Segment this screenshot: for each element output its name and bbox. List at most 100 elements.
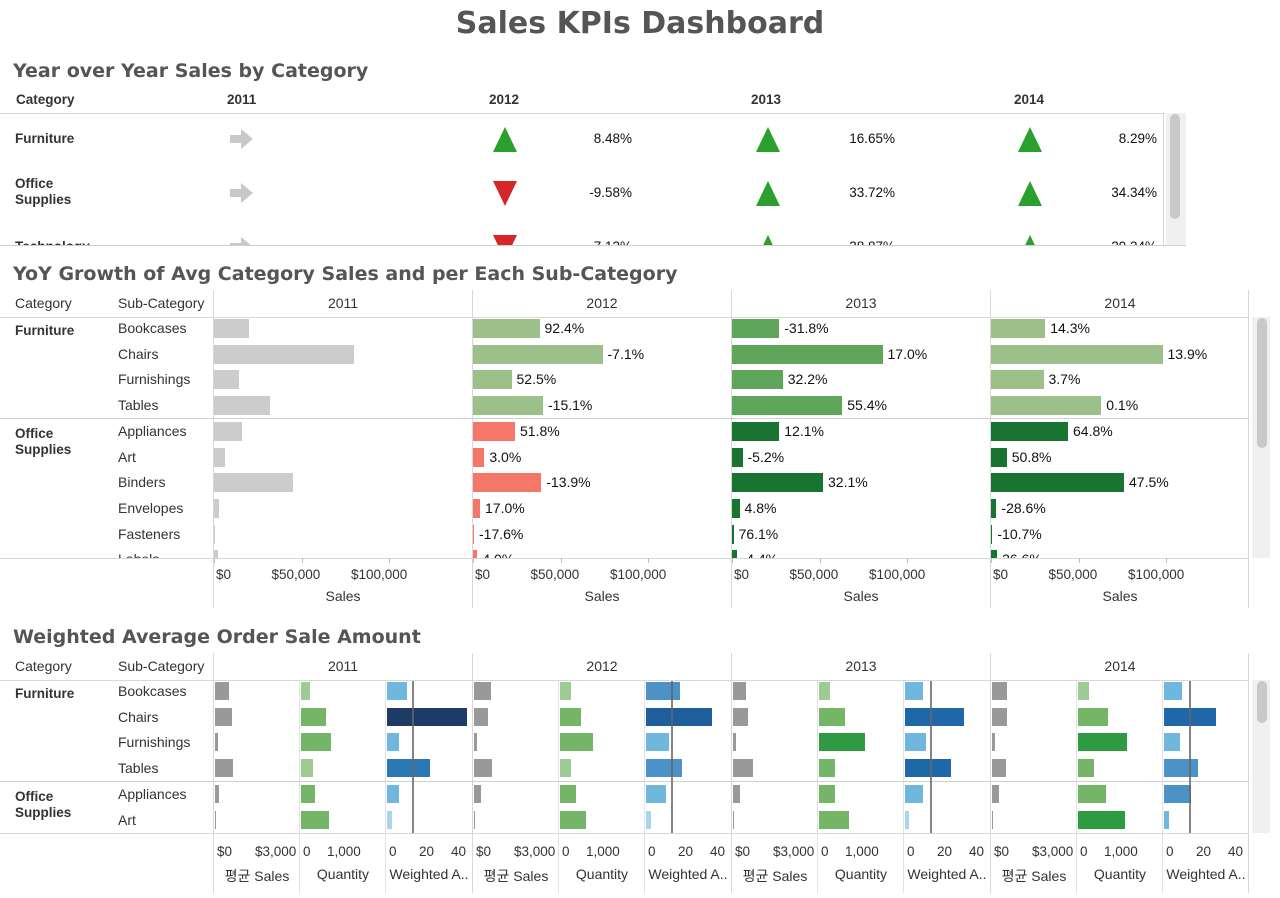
quantity-bar[interactable] [819,707,846,726]
avg-sales-bar[interactable] [215,682,229,700]
sales-bar[interactable] [732,370,783,390]
sales-bar[interactable] [732,396,843,416]
weighted-avg-bar[interactable] [1164,810,1170,829]
avg-sales-bar[interactable] [733,733,736,752]
sales-bar[interactable] [732,344,883,364]
sales-bar[interactable] [991,421,1068,441]
quantity-bar[interactable] [819,733,865,752]
weighted-avg-bar[interactable] [905,784,923,803]
quantity-bar[interactable] [560,682,571,700]
weighted-avg-bar[interactable] [387,682,407,700]
weighted-avg-bar[interactable] [905,682,923,700]
sales-bar[interactable] [991,370,1044,390]
sales-bar[interactable] [473,550,478,558]
avg-sales-bar[interactable] [733,682,746,700]
sales-bar[interactable] [732,524,734,544]
avg-sales-bar[interactable] [992,733,995,752]
sales-bar[interactable] [732,473,823,493]
quantity-bar[interactable] [1078,810,1126,829]
avg-sales-bar[interactable] [992,759,1006,778]
avg-sales-bar[interactable] [474,759,493,778]
quantity-bar[interactable] [301,810,329,829]
sales-bar[interactable] [991,550,998,558]
sales-bar[interactable] [473,447,485,467]
quantity-bar[interactable] [560,759,571,778]
quantity-bar[interactable] [1078,759,1094,778]
avg-sales-bar[interactable] [992,682,1008,700]
sales-bar[interactable] [732,550,737,558]
avg-sales-bar[interactable] [733,810,735,829]
sales-bar[interactable] [732,498,740,518]
quantity-bar[interactable] [301,733,331,752]
sales-bar[interactable] [732,447,743,467]
quantity-bar[interactable] [560,707,581,726]
avg-sales-bar[interactable] [474,733,477,752]
section2-scrollbar[interactable] [1257,318,1267,448]
sales-bar[interactable] [473,370,512,390]
sales-bar[interactable] [473,421,515,441]
sales-bar[interactable] [473,344,603,364]
weighted-avg-bar[interactable] [905,707,964,726]
sales-bar[interactable] [214,550,218,558]
avg-sales-bar[interactable] [992,810,994,829]
quantity-bar[interactable] [301,707,326,726]
sales-bar[interactable] [214,524,215,544]
quantity-bar[interactable] [819,682,830,700]
weighted-avg-bar[interactable] [646,810,652,829]
weighted-avg-bar[interactable] [646,759,682,778]
avg-sales-bar[interactable] [215,784,220,803]
weighted-avg-bar[interactable] [905,810,909,829]
avg-sales-bar[interactable] [215,733,218,752]
avg-sales-bar[interactable] [215,707,232,726]
sales-bar[interactable] [991,396,1102,416]
section3-scrollbar[interactable] [1257,681,1267,723]
sales-bar[interactable] [991,447,1007,467]
quantity-bar[interactable] [301,784,315,803]
weighted-avg-bar[interactable] [646,707,712,726]
avg-sales-bar[interactable] [215,810,217,829]
sales-bar[interactable] [214,498,220,518]
quantity-bar[interactable] [819,759,835,778]
avg-sales-bar[interactable] [992,707,1008,726]
quantity-bar[interactable] [560,733,594,752]
quantity-bar[interactable] [301,759,314,778]
weighted-avg-bar[interactable] [387,733,400,752]
sales-bar[interactable] [473,498,480,518]
quantity-bar[interactable] [1078,682,1089,700]
sales-bar[interactable] [473,524,474,544]
avg-sales-bar[interactable] [474,784,481,803]
section1-scrollbar[interactable] [1170,114,1180,219]
quantity-bar[interactable] [301,682,310,700]
sales-bar[interactable] [991,498,997,518]
weighted-avg-bar[interactable] [1164,682,1182,700]
weighted-avg-bar[interactable] [1164,733,1180,752]
weighted-avg-bar[interactable] [646,682,680,700]
quantity-bar[interactable] [1078,784,1106,803]
quantity-bar[interactable] [560,810,587,829]
weighted-avg-bar[interactable] [905,759,952,778]
avg-sales-bar[interactable] [733,707,749,726]
sales-bar[interactable] [991,319,1046,338]
quantity-bar[interactable] [560,784,576,803]
sales-bar[interactable] [214,473,293,493]
avg-sales-bar[interactable] [992,784,999,803]
weighted-avg-bar[interactable] [387,784,400,803]
weighted-avg-bar[interactable] [387,707,467,726]
quantity-bar[interactable] [819,810,849,829]
weighted-avg-bar[interactable] [646,733,670,752]
sales-bar[interactable] [991,344,1163,364]
weighted-avg-bar[interactable] [905,733,927,752]
quantity-bar[interactable] [819,784,835,803]
weighted-avg-bar[interactable] [387,759,430,778]
sales-bar[interactable] [473,396,543,416]
sales-bar[interactable] [991,473,1124,493]
quantity-bar[interactable] [1078,707,1108,726]
sales-bar[interactable] [214,319,249,338]
weighted-avg-bar[interactable] [1164,759,1198,778]
sales-bar[interactable] [214,344,354,364]
weighted-avg-bar[interactable] [646,784,666,803]
avg-sales-bar[interactable] [733,784,740,803]
avg-sales-bar[interactable] [215,759,234,778]
avg-sales-bar[interactable] [474,707,488,726]
weighted-avg-bar[interactable] [1164,784,1191,803]
